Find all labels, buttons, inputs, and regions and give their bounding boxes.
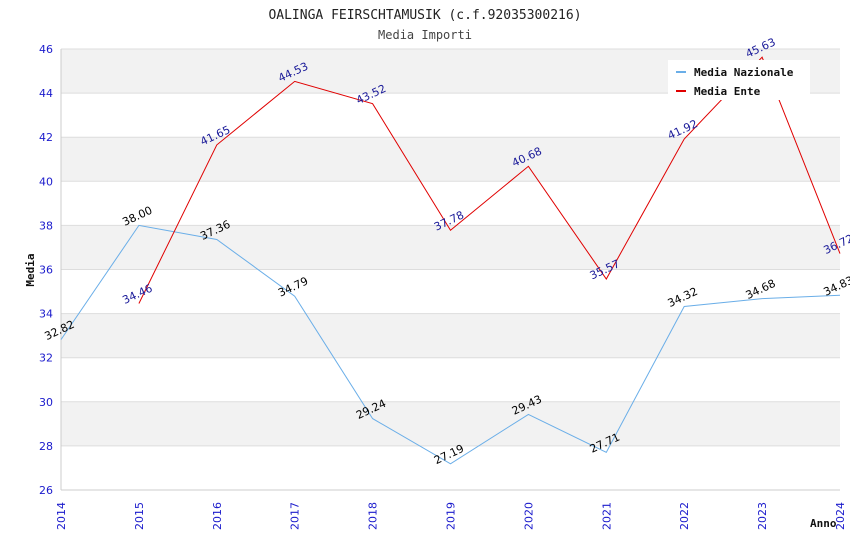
grid-band [61, 269, 840, 314]
grid-band [61, 401, 840, 446]
y-tick-label: 34 [39, 308, 53, 321]
y-tick-label: 28 [39, 440, 53, 453]
grid-band [61, 181, 840, 226]
x-tick-label: 2015 [133, 502, 146, 530]
y-tick-label: 46 [39, 43, 53, 56]
x-tick-label: 2023 [756, 502, 769, 530]
series-line [60, 224, 841, 465]
grid-band [61, 93, 840, 138]
x-tick-label: 2018 [367, 502, 380, 530]
x-axis-label: Anno [810, 517, 837, 530]
y-tick-label: 44 [39, 87, 53, 100]
y-tick-labels: 26 28 30 32 34 36 38 40 42 44 46 [39, 43, 53, 497]
grid-band [61, 313, 840, 358]
y-tick-label: 40 [39, 175, 53, 188]
y-axis-label: Media [24, 253, 37, 286]
x-tick-label: 2024 [834, 502, 847, 530]
chart-title: OALINGA FEIRSCHTAMUSIK (c.f.92035300216) [268, 8, 581, 23]
x-tick-label: 2021 [600, 502, 613, 530]
chart-subtitle: Media Importi [378, 28, 472, 42]
grid-band [61, 225, 840, 270]
grid-bands [61, 49, 840, 490]
x-tick-label: 2020 [522, 502, 535, 530]
axes [60, 49, 840, 491]
x-tick-labels: 2014 2015 2016 2017 2018 2019 2020 2021 2022 2023… [55, 502, 847, 530]
y-tick-label: 38 [39, 219, 53, 232]
y-tick-label: 30 [39, 396, 53, 409]
x-tick-label: 2017 [289, 502, 302, 530]
legend: Media Nazionale Media Ente [668, 60, 810, 100]
x-tick-label: 2019 [445, 502, 458, 530]
legend-entry: Media Nazionale [694, 66, 794, 79]
legend-box [668, 60, 810, 100]
grid-band [61, 357, 840, 402]
grid-band [61, 137, 840, 182]
grid-band [61, 445, 840, 490]
x-tick-label: 2022 [678, 502, 691, 530]
x-tick-label: 2014 [55, 502, 68, 530]
y-tick-label: 32 [39, 352, 53, 365]
y-tick-label: 42 [39, 131, 53, 144]
legend-entry: Media Ente [694, 85, 761, 98]
y-tick-label: 36 [39, 264, 53, 277]
x-tick-label: 2016 [211, 502, 224, 530]
y-tick-label: 26 [39, 484, 53, 497]
